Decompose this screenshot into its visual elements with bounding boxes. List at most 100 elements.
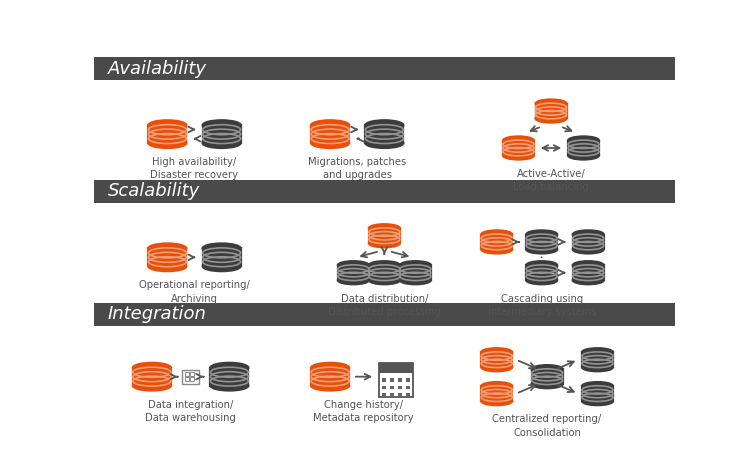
Ellipse shape <box>573 230 604 238</box>
Bar <box>94 57 675 80</box>
Ellipse shape <box>532 365 562 374</box>
Bar <box>503 140 534 155</box>
Ellipse shape <box>526 245 557 253</box>
Ellipse shape <box>133 363 171 373</box>
Bar <box>379 363 413 373</box>
Bar <box>573 235 604 249</box>
Ellipse shape <box>311 380 349 390</box>
Ellipse shape <box>482 363 512 371</box>
Ellipse shape <box>311 138 349 148</box>
Ellipse shape <box>526 261 557 269</box>
Ellipse shape <box>400 276 430 284</box>
Bar <box>482 386 512 401</box>
Ellipse shape <box>573 245 604 253</box>
Bar <box>190 377 194 381</box>
Text: High availability/
Disaster recovery: High availability/ Disaster recovery <box>151 157 238 180</box>
Text: Migrations, patches
and upgrades: Migrations, patches and upgrades <box>308 157 407 180</box>
Ellipse shape <box>365 120 404 130</box>
Bar <box>482 235 512 249</box>
Ellipse shape <box>482 348 512 357</box>
Ellipse shape <box>482 245 512 253</box>
Bar <box>211 368 248 386</box>
Ellipse shape <box>568 151 599 159</box>
Bar <box>338 265 369 280</box>
Bar <box>400 265 430 280</box>
Ellipse shape <box>202 243 241 253</box>
Ellipse shape <box>148 138 186 148</box>
Bar <box>582 386 613 401</box>
Ellipse shape <box>148 243 186 253</box>
Text: Active-Active/
Load balancing: Active-Active/ Load balancing <box>513 169 589 192</box>
Bar <box>382 378 386 382</box>
Text: Cascading using
intermediary systems: Cascading using intermediary systems <box>488 294 597 317</box>
Text: Data integration/
Data warehousing: Data integration/ Data warehousing <box>146 400 236 423</box>
Text: Data distribution/
Distributed processing: Data distribution/ Distributed processin… <box>328 294 441 317</box>
FancyBboxPatch shape <box>182 370 200 384</box>
Bar <box>382 386 386 389</box>
Ellipse shape <box>503 151 534 159</box>
Text: Integration: Integration <box>108 305 206 323</box>
Bar <box>398 393 402 397</box>
Bar <box>536 104 566 119</box>
Bar <box>482 352 512 367</box>
Ellipse shape <box>148 120 186 130</box>
Bar <box>311 125 349 143</box>
Ellipse shape <box>582 363 613 371</box>
Bar <box>526 235 557 249</box>
Bar <box>582 352 613 367</box>
Bar <box>148 248 186 266</box>
Ellipse shape <box>536 99 566 108</box>
Bar <box>406 386 410 389</box>
Ellipse shape <box>536 114 566 123</box>
Ellipse shape <box>311 120 349 130</box>
Bar <box>382 393 386 397</box>
Ellipse shape <box>482 230 512 238</box>
Ellipse shape <box>338 276 369 284</box>
Ellipse shape <box>532 380 562 388</box>
Bar <box>369 265 400 280</box>
Text: Availability: Availability <box>108 60 207 78</box>
Ellipse shape <box>311 363 349 373</box>
Ellipse shape <box>526 276 557 284</box>
Bar <box>185 372 189 376</box>
Bar <box>202 125 241 143</box>
Ellipse shape <box>582 348 613 357</box>
Bar <box>365 125 404 143</box>
Bar <box>202 248 241 266</box>
Text: Operational reporting/
Archiving: Operational reporting/ Archiving <box>139 280 250 304</box>
Bar <box>94 303 675 326</box>
Ellipse shape <box>369 239 400 248</box>
Bar <box>526 265 557 280</box>
Bar <box>568 140 599 155</box>
Bar <box>406 393 410 397</box>
Ellipse shape <box>133 380 171 390</box>
Bar <box>369 228 400 243</box>
Bar <box>398 378 402 382</box>
Ellipse shape <box>211 380 248 390</box>
Ellipse shape <box>202 138 241 148</box>
Text: Scalability: Scalability <box>108 182 200 200</box>
Ellipse shape <box>573 276 604 284</box>
Bar <box>390 378 394 382</box>
Ellipse shape <box>338 261 369 269</box>
Bar <box>573 265 604 280</box>
Ellipse shape <box>482 397 512 405</box>
Ellipse shape <box>202 261 241 271</box>
Text: Centralized reporting/
Consolidation: Centralized reporting/ Consolidation <box>493 415 602 437</box>
Ellipse shape <box>482 382 512 390</box>
Ellipse shape <box>369 224 400 232</box>
Ellipse shape <box>202 120 241 130</box>
Ellipse shape <box>365 138 404 148</box>
Bar <box>148 125 186 143</box>
Bar <box>94 179 675 203</box>
Ellipse shape <box>503 137 534 145</box>
Bar <box>133 368 171 386</box>
Ellipse shape <box>568 137 599 145</box>
Ellipse shape <box>369 261 400 269</box>
Bar <box>185 377 189 381</box>
Bar <box>532 369 562 384</box>
Bar <box>390 386 394 389</box>
Ellipse shape <box>582 397 613 405</box>
Ellipse shape <box>573 261 604 269</box>
Text: Change history/
Metadata repository: Change history/ Metadata repository <box>313 400 413 423</box>
